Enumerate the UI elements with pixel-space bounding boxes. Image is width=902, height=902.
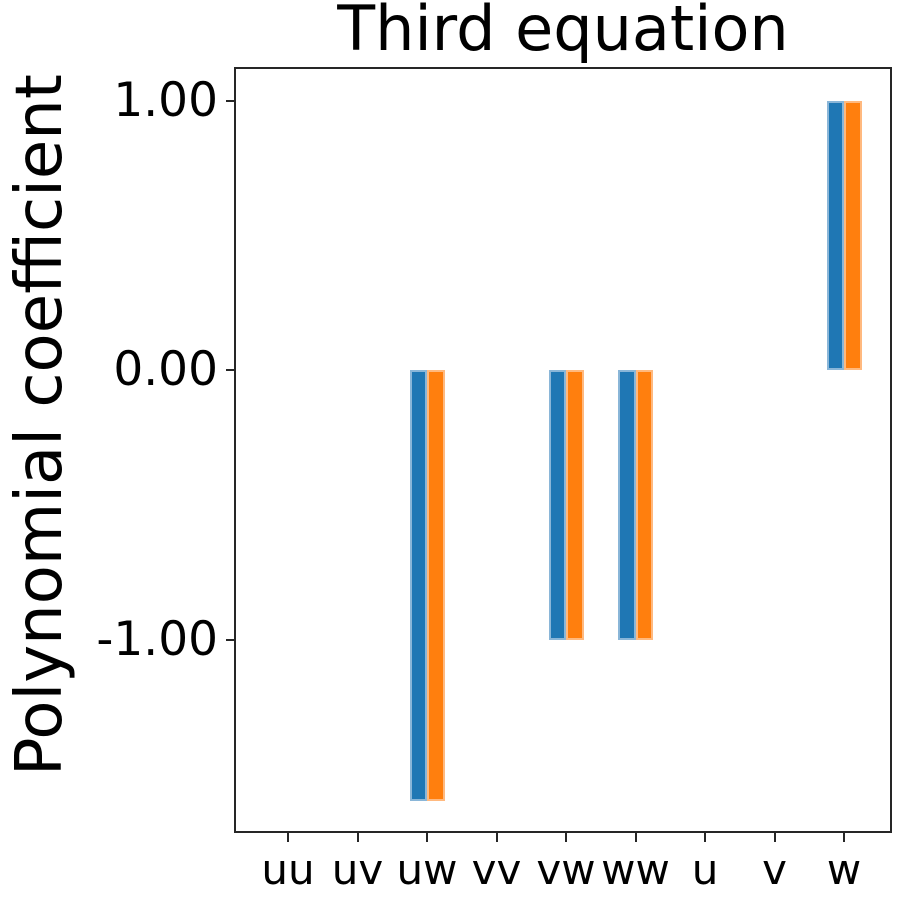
x-tick-label-v: v (762, 845, 787, 894)
x-tick-mark-vv (495, 833, 498, 842)
bar-w-series-blue (826, 100, 844, 370)
x-tick-mark-uw (426, 833, 428, 842)
x-tick-mark-uu (287, 833, 289, 842)
y-tick-mark--1.00 (226, 638, 234, 641)
chart-title: Third equation (337, 0, 789, 65)
y-tick-label-1.00: 1.00 (113, 72, 218, 128)
x-tick-label-w: w (826, 845, 862, 894)
x-tick-mark-v (773, 833, 776, 842)
x-tick-mark-ww (634, 833, 637, 842)
x-tick-mark-uv (356, 833, 359, 842)
x-tick-label-uw: uw (396, 845, 458, 894)
x-tick-label-vw: vw (536, 845, 596, 894)
x-tick-mark-u (704, 833, 706, 842)
bar-vw-series-orange (566, 370, 584, 640)
x-tick-label-vv: vv (471, 845, 522, 894)
x-tick-mark-w (843, 833, 845, 842)
bar-w-series-orange (844, 100, 862, 370)
plot-area (234, 67, 892, 833)
x-tick-label-uu: uu (261, 845, 315, 894)
x-tick-label-uv: uv (331, 845, 384, 894)
bar-uw-series-blue (409, 370, 427, 802)
y-tick-mark-0.00 (226, 369, 234, 371)
y-tick-label--1.00: -1.00 (96, 611, 218, 667)
bar-ww-series-blue (618, 370, 636, 640)
y-tick-mark-1.00 (226, 99, 234, 102)
bar-vw-series-blue (548, 370, 566, 640)
y-tick-label-0.00: 0.00 (113, 342, 218, 397)
y-axis-label: Polynomial coefficient (3, 74, 77, 776)
bar-ww-series-orange (635, 370, 653, 640)
bar-uw-series-orange (427, 370, 445, 802)
x-tick-label-ww: ww (601, 845, 670, 894)
x-tick-mark-vw (565, 833, 567, 842)
x-tick-label-u: u (691, 845, 719, 894)
